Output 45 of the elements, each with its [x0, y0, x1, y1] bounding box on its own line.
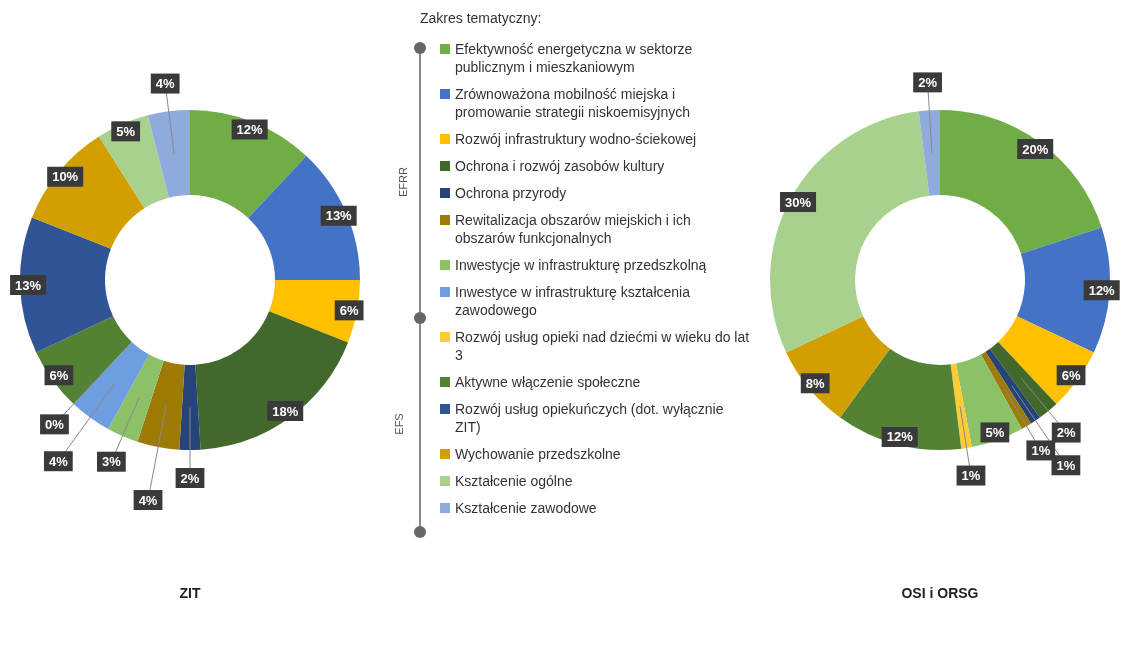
data-label: 6% [339, 302, 359, 318]
legend-title: Zakres tematyczny: [420, 10, 542, 26]
data-label: 8% [805, 375, 826, 391]
legend-label: Wychowanie przedszkolne [455, 445, 621, 463]
data-label: 6% [49, 367, 69, 383]
data-label: 30% [785, 194, 812, 210]
data-label: 2% [918, 74, 938, 90]
data-label: 4% [155, 76, 176, 92]
text: ZIT [178, 585, 202, 601]
data-label: 20% [1022, 141, 1049, 157]
legend-label: Rewitalizacja obszarów miejskich i ich obszarów funkcjonalnych [455, 211, 692, 247]
data-label: 4% [48, 453, 69, 469]
data-label: 2% [180, 470, 200, 486]
data-label: 13% [325, 208, 353, 224]
legend-label: Zrównoważona mobilność miejska i promowanie strategii niskoemisyjnych [455, 85, 691, 121]
text: 0% [45, 416, 64, 432]
legend-label: Efektywność energetyczna w sektorze publicznym i mieszkaniowym [455, 40, 694, 76]
data-label: 1% [1056, 457, 1076, 473]
data-label: 1% [1031, 443, 1051, 459]
data-label: 6% [1061, 367, 1081, 383]
legend-label: Ochrona i rozwój zasobów kultury [455, 157, 665, 175]
text: EFS [392, 413, 405, 435]
legend-label: Inwestycje w infrastrukturę przedszkolną [455, 256, 707, 274]
data-label: 18% [272, 403, 299, 419]
legend-label: Rozwój usług opiekuńczych (dot. wyłącznie ZIT) [455, 400, 725, 436]
data-label: 1% [961, 468, 981, 484]
data-label: 2% [1056, 425, 1077, 441]
text: EFRR [396, 167, 409, 197]
legend-label: Rozwój infrastruktury wodno-ściekowej [455, 130, 697, 148]
legend-label: Ochrona przyrody [455, 184, 567, 202]
legend-label: Rozwój usług opieki nad dziećmi w wieku do lat 3 [455, 328, 750, 364]
data-label: 3% [101, 454, 122, 470]
data-label: 10% [52, 169, 79, 185]
data-label: 13% [15, 277, 42, 293]
data-label: 5% [116, 123, 136, 139]
data-label: 12% [1088, 282, 1116, 298]
legend-label: Aktywne włączenie społeczne [455, 373, 641, 391]
legend-label: Inwestyce w infrastrukturę kształcenia zawodowego [455, 283, 691, 319]
legend-label: Kształcenie ogólne [455, 472, 573, 490]
text: OSI i ORSG [900, 585, 980, 601]
data-label: 12% [236, 121, 264, 137]
data-label: 12% [886, 429, 914, 445]
legend-label: Kształcenie zawodowe [455, 499, 597, 517]
data-label: 5% [985, 425, 1005, 440]
data-label: 4% [138, 492, 158, 508]
